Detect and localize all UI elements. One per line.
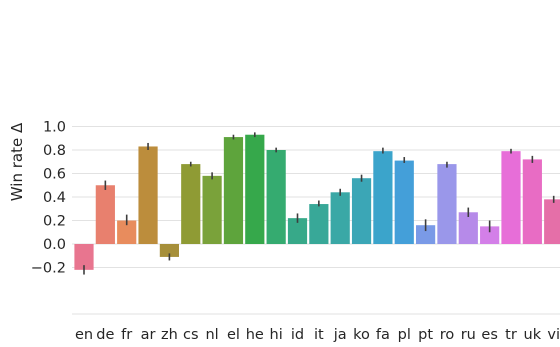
- y-tick-label: 0.0: [43, 237, 66, 253]
- y-tick-label: 0.4: [43, 190, 66, 206]
- bar-es: [480, 226, 500, 244]
- bar-pt: [416, 225, 436, 244]
- x-tick-label-uk: uk: [524, 327, 542, 343]
- x-tick-label-de: de: [96, 327, 114, 343]
- y-axis-label: Win rate Δ: [8, 122, 26, 201]
- x-tick-label-el: el: [227, 327, 240, 343]
- x-tick-label-nl: nl: [205, 327, 218, 343]
- bar-vi: [544, 199, 560, 244]
- error-bars: [83, 132, 555, 275]
- bar-id: [287, 218, 308, 244]
- y-tick-label: 0.2: [43, 214, 66, 230]
- x-tick-label-cs: cs: [183, 327, 199, 343]
- x-tick-label-pl: pl: [398, 327, 411, 343]
- bar-de: [95, 185, 115, 244]
- x-tick-label-he: he: [246, 327, 264, 343]
- bar-en: [74, 244, 94, 270]
- bar-ar: [138, 146, 158, 244]
- bar-el: [223, 137, 244, 244]
- x-tick-label-vi: vi: [547, 327, 560, 343]
- bar-hi: [266, 150, 286, 244]
- x-tick-label-es: es: [481, 327, 497, 343]
- bar-ja: [330, 192, 350, 244]
- x-tick-label-hi: hi: [270, 327, 283, 343]
- x-tick-label-it: it: [314, 327, 324, 343]
- y-tick-label: 0.6: [43, 167, 66, 183]
- x-tick-label-ja: ja: [333, 327, 347, 343]
- bar-it: [309, 204, 329, 244]
- x-tick-label-ru: ru: [461, 327, 476, 343]
- y-axis-ticks: −0.2 0.0 0.2 0.4 0.6 0.8 1.0: [31, 120, 66, 277]
- bar-ro: [437, 164, 457, 244]
- bars: [74, 134, 560, 270]
- x-tick-label-zh: zh: [161, 327, 178, 343]
- x-tick-label-tr: tr: [505, 327, 517, 343]
- y-tick-label: 1.0: [43, 120, 66, 136]
- y-tick-label: −0.2: [31, 261, 66, 277]
- bar-nl: [202, 175, 222, 244]
- y-tick-label: 0.8: [43, 143, 66, 159]
- bar-ko: [351, 178, 372, 244]
- x-tick-label-ro: ro: [440, 327, 455, 343]
- x-tick-label-ar: ar: [141, 327, 156, 343]
- x-tick-label-fr: fr: [121, 327, 132, 343]
- bar-pl: [394, 160, 414, 244]
- bar-uk: [522, 159, 542, 244]
- bar-tr: [501, 151, 521, 244]
- bar-ru: [458, 212, 478, 244]
- x-tick-label-en: en: [75, 327, 93, 343]
- bar-cs: [181, 164, 201, 244]
- x-tick-label-fa: fa: [376, 327, 390, 343]
- x-tick-label-ko: ko: [353, 327, 370, 343]
- bar-zh: [159, 244, 179, 257]
- x-axis-ticks: en de fr ar zh cs nl el he hi id it ja ko fa pl pt ro ru es…: [75, 327, 560, 343]
- x-tick-label-id: id: [291, 327, 304, 343]
- x-tick-label-pt: pt: [418, 327, 433, 343]
- bar-fa: [373, 151, 393, 244]
- bar-fr: [117, 220, 137, 244]
- bar-he: [245, 134, 265, 244]
